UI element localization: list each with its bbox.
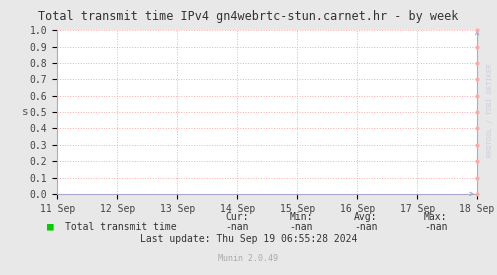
Text: -nan: -nan — [225, 222, 248, 232]
Text: -nan: -nan — [354, 222, 378, 232]
Text: Max:: Max: — [424, 212, 447, 222]
Text: Last update: Thu Sep 19 06:55:28 2024: Last update: Thu Sep 19 06:55:28 2024 — [140, 234, 357, 244]
Text: Total transmit time IPv4 gn4webrtc-stun.carnet.hr - by week: Total transmit time IPv4 gn4webrtc-stun.… — [38, 10, 459, 23]
Text: Total transmit time: Total transmit time — [65, 222, 176, 232]
Text: Min:: Min: — [290, 212, 313, 222]
Text: Cur:: Cur: — [225, 212, 248, 222]
Text: Munin 2.0.49: Munin 2.0.49 — [219, 254, 278, 263]
Text: ■: ■ — [47, 222, 54, 232]
Text: -nan: -nan — [290, 222, 313, 232]
Y-axis label: s: s — [22, 107, 29, 117]
Text: RRDTOOL / TOBI OETIKER: RRDTOOL / TOBI OETIKER — [487, 63, 493, 157]
Text: -nan: -nan — [424, 222, 447, 232]
Text: Avg:: Avg: — [354, 212, 378, 222]
